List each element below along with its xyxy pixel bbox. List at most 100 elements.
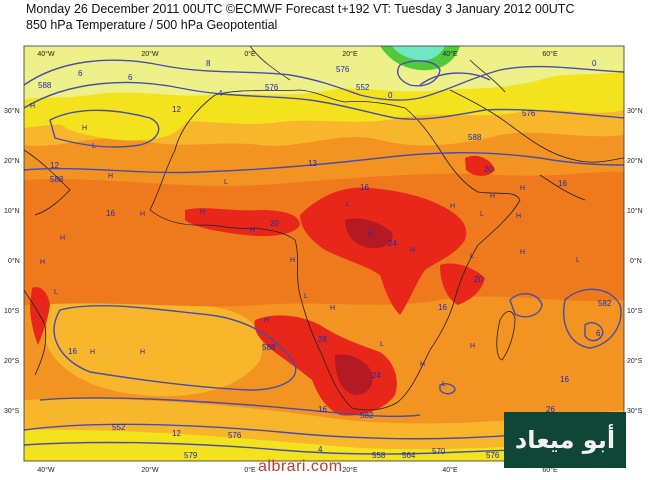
lat-label-left: 30°N (4, 107, 20, 115)
high-pressure-marker: H (200, 209, 205, 216)
contour-label: 570 (432, 447, 446, 456)
high-pressure-marker: H (330, 305, 335, 312)
contour-label: 552 (112, 423, 126, 432)
high-pressure-marker: H (108, 173, 113, 180)
contour-label: 6 (78, 69, 83, 78)
contour-label: 588 (468, 133, 482, 142)
high-pressure-marker: H (140, 349, 145, 356)
lon-label-top: 60°E (542, 50, 558, 58)
lat-label-right: 30°N (627, 107, 643, 115)
lat-label-right: 20°N (627, 157, 643, 165)
contour-label: 588 (38, 81, 52, 90)
contour-label: 0 (388, 91, 393, 100)
low-pressure-marker: L (304, 293, 308, 300)
contour-label: 588 (262, 343, 276, 352)
contour-label: 552 (356, 83, 370, 92)
contour-label: 13 (308, 159, 317, 168)
lon-label-top: 0°E (244, 50, 256, 58)
contour-label: 576 (265, 83, 279, 92)
contour-label: 582 (360, 411, 374, 420)
lon-label-bottom: 20°W (141, 466, 159, 474)
lat-label-right: 30°S (627, 407, 643, 415)
high-pressure-marker: H (520, 249, 525, 256)
axis-labels: 40°W 20°W 0°E 20°E 40°E 60°E 40°W 20°W 0… (4, 50, 643, 474)
contour-label: 8 (206, 59, 211, 68)
high-pressure-marker: H (516, 213, 521, 220)
contour-label: 576 (522, 109, 536, 118)
contour-label: 26 (546, 405, 555, 414)
low-pressure-marker: L (480, 211, 484, 218)
lat-label-left: 30°S (4, 407, 20, 415)
low-pressure-marker: L (380, 341, 384, 348)
lon-label-bottom: 40°W (37, 466, 55, 474)
contour-label: 4 (318, 445, 323, 454)
contour-label: 564 (402, 451, 416, 460)
contour-label: 12 (172, 105, 181, 114)
coastlines (24, 46, 624, 411)
contour-label: 24 (388, 239, 397, 248)
high-pressure-marker: H (490, 193, 495, 200)
contour-label: 588 (50, 175, 64, 184)
high-pressure-marker: H (290, 257, 295, 264)
high-pressure-marker: H (264, 317, 269, 324)
low-pressure-marker: L (470, 253, 474, 260)
low-pressure-marker: L (92, 143, 96, 150)
contour-label: 576 (486, 451, 500, 460)
contour-label: 20 (474, 275, 483, 284)
contour-label: 16 (106, 209, 115, 218)
high-pressure-marker: H (250, 227, 255, 234)
contour-label: 20 (270, 219, 279, 228)
high-pressure-marker: H (140, 211, 145, 218)
low-pressure-marker: L (576, 257, 580, 264)
field-description: 850 hPa Temperature / 500 hPa Geopotenti… (26, 18, 278, 32)
contour-label: 16 (360, 183, 369, 192)
contour-label: 16 (438, 303, 447, 312)
lon-label-bottom: 0°E (244, 466, 256, 474)
lon-label-top: 40°W (37, 50, 55, 58)
high-pressure-marker: H (368, 231, 373, 238)
contour-label: 24 (372, 371, 381, 380)
contour-label: 0 (592, 59, 597, 68)
contour-label: 16 (560, 375, 569, 384)
lat-label-right: 10°N (627, 207, 643, 215)
lat-label-right: 0°N (630, 257, 642, 265)
high-pressure-marker: H (90, 349, 95, 356)
low-pressure-marker: L (346, 201, 350, 208)
site-watermark: albrari.com (258, 458, 343, 475)
contour-value-labels: 588 6 6 8 12 576 4 576 552 0 576 0 12 588 13 16 588 20 16 1… (38, 59, 612, 460)
low-pressure-marker: L (224, 179, 228, 186)
lon-label-top: 20°E (342, 50, 358, 58)
low-pressure-marker: L (442, 381, 446, 388)
lat-label-left: 10°S (4, 307, 20, 315)
map-frame (23, 45, 625, 462)
contour-label: 576 (228, 431, 242, 440)
high-pressure-marker: H (520, 185, 525, 192)
contour-label: 558 (372, 451, 386, 460)
lat-label-left: 20°N (4, 157, 20, 165)
lon-label-bottom: 60°E (542, 466, 558, 474)
contour-label: 12 (172, 429, 181, 438)
lat-label-left: 20°S (4, 357, 20, 365)
high-pressure-marker: H (450, 203, 455, 210)
high-pressure-marker: H (82, 125, 87, 132)
high-pressure-marker: H (40, 259, 45, 266)
lat-label-right: 10°S (627, 307, 643, 315)
lon-label-top: 40°E (442, 50, 458, 58)
contour-label: 12 (50, 161, 59, 170)
lon-label-top: 20°W (141, 50, 159, 58)
contour-label: 16 (318, 405, 327, 414)
contour-label: 4 (218, 89, 223, 98)
contour-label: 16 (558, 179, 567, 188)
lon-label-bottom: 20°E (342, 466, 358, 474)
high-pressure-marker: H (470, 343, 475, 350)
logo-badge: أبو ميعاد (504, 412, 626, 468)
contour-label: 6 (128, 73, 133, 82)
logo-text: أبو ميعاد (514, 426, 616, 454)
forecast-title: Monday 26 December 2011 00UTC ©ECMWF For… (26, 2, 575, 16)
contour-label: 6 (596, 329, 601, 338)
high-pressure-marker: H (60, 235, 65, 242)
lon-label-bottom: 40°E (442, 466, 458, 474)
lat-label-left: 0°N (8, 257, 20, 265)
contour-label: 20 (484, 165, 493, 174)
